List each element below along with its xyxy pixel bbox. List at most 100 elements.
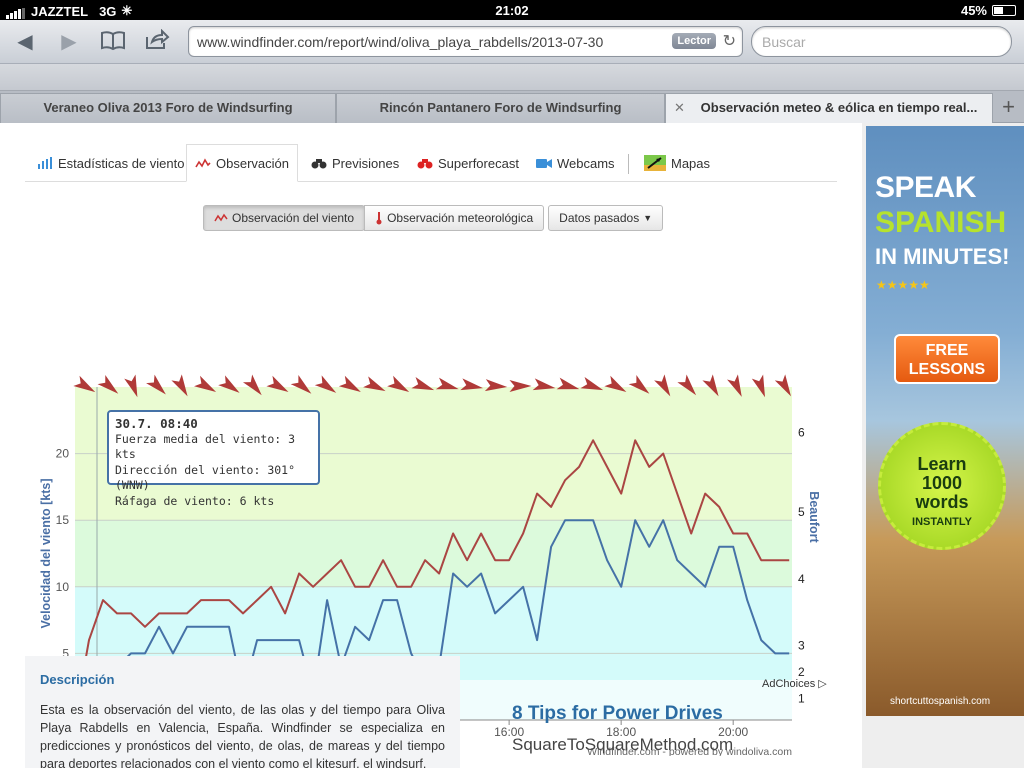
url-text[interactable]: www.windfinder.com/report/wind/oliva_pla…: [197, 34, 604, 50]
adchoices-icon: ▷: [818, 678, 827, 690]
network-type: 3G: [99, 3, 117, 19]
signal-icon: [6, 4, 26, 19]
side-banner-ad[interactable]: SPEAK SPANISH IN MINUTES! ★★★★★ FREE LESS…: [866, 126, 1024, 716]
tab-observacion[interactable]: ✕ Observación meteo & eólica en tiempo r…: [665, 93, 993, 123]
nav-label: Mapas: [671, 155, 711, 171]
series-line-gust: [78, 439, 790, 694]
x-tick-label: 18:00: [606, 725, 636, 739]
direction-arrow: [677, 374, 697, 396]
tab-label: Veraneo Oliva 2013 Foro de Windsurfing: [43, 100, 293, 115]
nav-label: Previsiones: [332, 155, 400, 171]
beaufort-tick-label: 5: [798, 505, 805, 519]
binoculars-red-icon: [417, 159, 433, 169]
direction-arrow: [266, 375, 289, 392]
tooltip-title: 30.7. 08:40: [115, 416, 198, 431]
clock: 21:02: [495, 3, 529, 18]
nav-webcams[interactable]: Webcams: [528, 144, 623, 182]
chart-mode-bar: Observación del viento Observación meteo…: [203, 205, 664, 231]
web-page: Estadísticas de viento Observación Previ…: [0, 123, 862, 768]
direction-arrow: [460, 378, 484, 391]
reload-icon[interactable]: ↻: [722, 33, 736, 50]
direction-arrow: [654, 374, 671, 397]
x-tick-label: 16:00: [494, 725, 524, 739]
button-label: Observación del viento: [232, 211, 355, 225]
cta-line: FREE: [925, 342, 969, 359]
nav-mapas[interactable]: Mapas: [636, 144, 718, 182]
beaufort-tick-label: 6: [798, 425, 805, 439]
ad-line: IN MINUTES!: [875, 244, 1010, 269]
direction-arrow: [194, 375, 217, 392]
x-tick-label: 20:00: [718, 725, 748, 739]
ad-headline[interactable]: 8 Tips for Power Drives: [512, 703, 723, 724]
beaufort-tick-label: 1: [798, 692, 805, 706]
direction-arrow: [411, 376, 435, 391]
bookmarks-bar: [0, 64, 1024, 91]
adchoices-link[interactable]: AdChoices ▷: [762, 677, 827, 690]
wind-observation-button[interactable]: Observación del viento: [203, 205, 366, 231]
forward-icon[interactable]: ▶: [61, 31, 77, 53]
nav-divider: [628, 154, 629, 174]
nav-label: Superforecast: [438, 155, 519, 171]
direction-arrow: [171, 374, 188, 397]
weather-observation-button[interactable]: Observación meteorológica: [364, 205, 545, 231]
direction-arrow: [290, 374, 312, 394]
free-lessons-button[interactable]: FREE LESSONS: [894, 334, 1000, 384]
beaufort-band: [75, 520, 792, 587]
past-data-dropdown[interactable]: Datos pasados ▼: [548, 205, 664, 231]
share-icon[interactable]: [144, 28, 170, 55]
direction-arrow: [532, 378, 556, 391]
direction-arrow: [338, 375, 361, 392]
description-box: Descripción Esta es la observación del v…: [25, 656, 460, 768]
nav-estadisticas[interactable]: Estadísticas de viento: [29, 144, 192, 182]
bookmarks-icon[interactable]: [100, 29, 126, 55]
ad-site[interactable]: SquareToSquareMethod.com: [512, 735, 734, 754]
bar-chart-icon: [38, 157, 52, 169]
y-axis-title: Velocidad del viento [kts]: [39, 478, 53, 628]
browser-toolbar: ◀ ▶ www.windfinder.com/report/wind/oliva…: [0, 20, 1024, 64]
close-tab-icon[interactable]: ✕: [674, 100, 685, 115]
cta-line: LESSONS: [908, 361, 986, 378]
address-bar[interactable]: www.windfinder.com/report/wind/oliva_pla…: [188, 26, 743, 57]
nav-observacion[interactable]: Observación: [186, 144, 298, 182]
nav-previsiones[interactable]: Previsiones: [303, 144, 407, 182]
battery-percent: 45%: [960, 3, 987, 18]
tooltip-line: Dirección del viento: 301° (WNW): [115, 462, 296, 493]
text-ad[interactable]: 8 Tips for Power Drives SquareToSquareMe…: [512, 703, 733, 755]
new-tab-icon[interactable]: +: [1002, 94, 1015, 119]
badge-line: INSTANTLY: [912, 516, 972, 528]
direction-arrows: [73, 374, 791, 398]
thermometer-icon: [376, 212, 382, 225]
status-bar: JAZZTEL 3G ✳ 21:02 45%: [0, 0, 1024, 20]
direction-arrow: [242, 374, 262, 396]
y-tick-label: 5: [62, 646, 69, 660]
tab-rincon[interactable]: Rincón Pantanero Foro de Windsurfing: [336, 93, 665, 123]
direction-arrow: [363, 376, 386, 392]
badge-line: words: [915, 492, 969, 512]
search-input[interactable]: Buscar: [751, 26, 1012, 57]
direction-arrow: [124, 374, 138, 398]
direction-arrow: [218, 375, 240, 393]
tab-veraneo[interactable]: Veraneo Oliva 2013 Foro de Windsurfing: [0, 93, 336, 123]
nav-superforecast[interactable]: Superforecast: [409, 144, 527, 182]
direction-arrow: [751, 374, 766, 398]
direction-arrow: [604, 375, 627, 392]
direction-arrow: [484, 379, 508, 392]
battery-icon: [992, 5, 1016, 16]
direction-arrow: [435, 377, 459, 390]
badge-line: Learn: [917, 454, 967, 474]
direction-arrow: [509, 380, 532, 392]
back-icon[interactable]: ◀: [17, 31, 33, 53]
wind-graph-icon: [214, 213, 228, 222]
nav-label: Estadísticas de viento: [58, 155, 185, 171]
badge-line: 1000: [921, 473, 963, 493]
direction-arrow: [97, 374, 119, 394]
ad-footer: shortcuttospanish.com: [890, 696, 991, 707]
tooltip-line: Ráfaga de viento: 6 kts: [115, 493, 275, 508]
reader-button[interactable]: Lector: [672, 33, 716, 49]
button-label: Datos pasados: [559, 211, 640, 225]
y-tick-label: 10: [56, 580, 70, 594]
nav-label: Webcams: [557, 155, 615, 171]
wind-graph-icon: [195, 158, 211, 168]
y-tick-label: 15: [56, 513, 70, 527]
carrier: JAZZTEL: [31, 3, 89, 19]
